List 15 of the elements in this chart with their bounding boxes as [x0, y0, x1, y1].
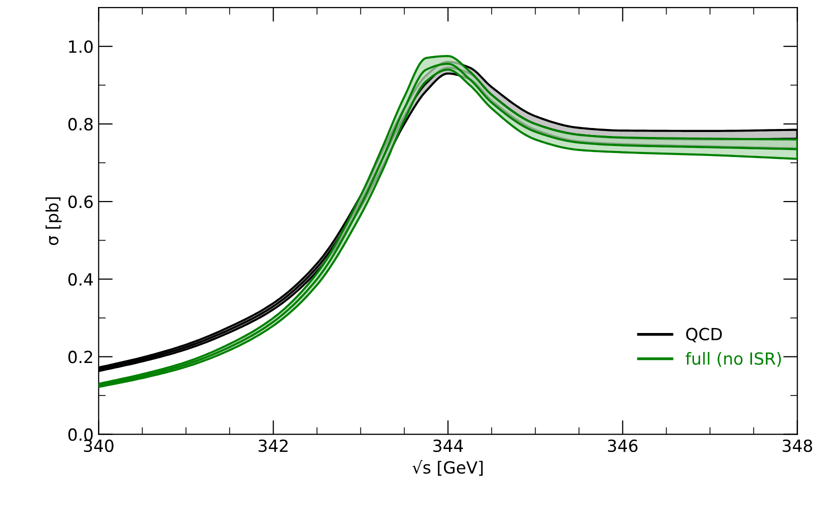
y-tick-label: 1.0 — [69, 40, 93, 53]
x-axis-title: √s [GeV] — [412, 460, 483, 476]
x-tick-label: 344 — [433, 439, 463, 452]
y-tick-label: 0.6 — [68, 196, 93, 208]
legend-label: QCD — [686, 328, 722, 342]
x-tick-label: 348 — [782, 439, 812, 452]
y-axis-title: σ [pb] — [46, 197, 62, 246]
y-tick-label: 0.2 — [68, 350, 92, 364]
y-tick-label: 0.8 — [68, 118, 93, 131]
x-tick-label: 346 — [608, 439, 638, 452]
x-tick-label: 342 — [258, 439, 288, 452]
legend-label: full (no ISR) — [686, 352, 781, 367]
y-tick-label: 0.4 — [68, 273, 93, 286]
x-tick-label: 340 — [84, 439, 114, 452]
y-tick-label: 0.0 — [68, 428, 93, 441]
